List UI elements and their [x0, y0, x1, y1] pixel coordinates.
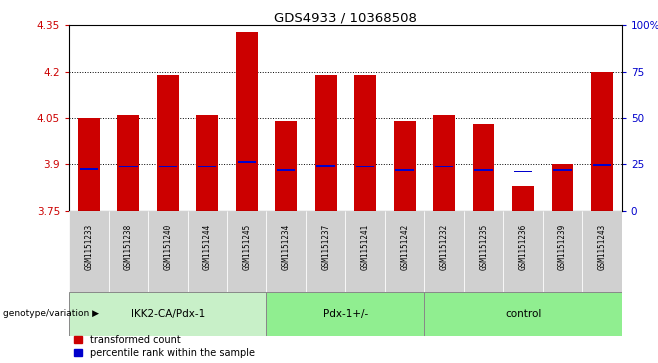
Text: GSM1151242: GSM1151242: [400, 224, 409, 270]
Text: GSM1151233: GSM1151233: [84, 224, 93, 270]
Bar: [551, 164, 573, 211]
Bar: [238, 161, 256, 163]
Bar: [117, 115, 139, 211]
Bar: [356, 166, 374, 167]
Bar: [306, 211, 345, 292]
Bar: [385, 211, 424, 292]
Bar: [227, 211, 266, 292]
Bar: [196, 115, 218, 211]
Bar: [69, 292, 266, 336]
Text: GSM1151237: GSM1151237: [321, 224, 330, 270]
Bar: [277, 169, 295, 171]
Bar: [188, 211, 227, 292]
Bar: [433, 115, 455, 211]
Bar: [395, 169, 414, 171]
Bar: [316, 165, 335, 167]
Bar: [157, 75, 178, 211]
Bar: [354, 75, 376, 211]
Text: genotype/variation ▶: genotype/variation ▶: [3, 310, 99, 318]
Text: control: control: [505, 309, 542, 319]
Bar: [266, 292, 424, 336]
Bar: [514, 171, 532, 172]
Bar: [435, 166, 453, 167]
Bar: [80, 168, 98, 170]
Bar: [593, 164, 611, 166]
Title: GDS4933 / 10368508: GDS4933 / 10368508: [274, 11, 417, 24]
Bar: [472, 124, 494, 211]
Bar: [109, 211, 148, 292]
Bar: [424, 292, 622, 336]
Bar: [393, 121, 415, 211]
Text: GSM1151238: GSM1151238: [124, 224, 133, 270]
Text: GSM1151234: GSM1151234: [282, 224, 291, 270]
Bar: [148, 211, 188, 292]
Bar: [553, 169, 572, 171]
Bar: [503, 211, 543, 292]
Bar: [464, 211, 503, 292]
Bar: [236, 32, 257, 211]
Bar: [424, 211, 464, 292]
Bar: [198, 166, 216, 167]
Bar: [159, 166, 177, 167]
Text: GSM1151236: GSM1151236: [519, 224, 528, 270]
Text: GSM1151235: GSM1151235: [479, 224, 488, 270]
Bar: [275, 121, 297, 211]
Text: GSM1151239: GSM1151239: [558, 224, 567, 270]
Bar: [315, 75, 336, 211]
Text: Pdx-1+/-: Pdx-1+/-: [323, 309, 368, 319]
Text: GSM1151241: GSM1151241: [361, 224, 370, 270]
Text: GSM1151244: GSM1151244: [203, 224, 212, 270]
Bar: [266, 211, 306, 292]
Text: IKK2-CA/Pdx-1: IKK2-CA/Pdx-1: [131, 309, 205, 319]
Bar: [119, 166, 138, 167]
Bar: [512, 186, 534, 211]
Bar: [78, 118, 100, 211]
Bar: [69, 211, 109, 292]
Bar: [474, 169, 493, 171]
Text: GSM1151243: GSM1151243: [597, 224, 607, 270]
Bar: [591, 72, 613, 211]
Bar: [345, 211, 385, 292]
Text: GSM1151240: GSM1151240: [163, 224, 172, 270]
Text: GSM1151245: GSM1151245: [242, 224, 251, 270]
Bar: [582, 211, 622, 292]
Legend: transformed count, percentile rank within the sample: transformed count, percentile rank withi…: [74, 335, 255, 358]
Bar: [543, 211, 582, 292]
Text: GSM1151232: GSM1151232: [440, 224, 449, 270]
